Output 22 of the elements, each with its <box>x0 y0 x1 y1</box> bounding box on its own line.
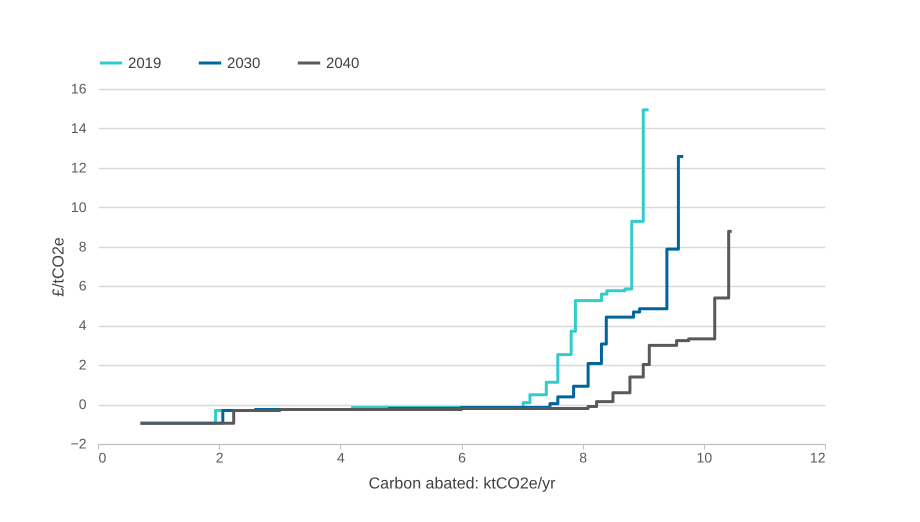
y-tick-label: 6 <box>78 278 87 294</box>
x-tick-label: 6 <box>458 450 466 466</box>
legend-label: 2019 <box>128 55 162 72</box>
legend-label: 2040 <box>326 55 360 72</box>
y-tick-label: 10 <box>70 198 87 215</box>
x-tick-label: 4 <box>336 450 345 466</box>
y-tick-label: 8 <box>78 238 87 254</box>
x-tick-label: 8 <box>579 450 588 466</box>
y-tick-label: 14 <box>70 120 87 136</box>
x-tick-label: 10 <box>696 450 712 466</box>
x-tick-label: 2 <box>216 450 224 466</box>
legend-label: 2030 <box>227 55 260 72</box>
y-tick-label: 0 <box>78 396 87 412</box>
y-tick-label: 4 <box>78 317 87 334</box>
y-tick-label: 16 <box>70 80 87 96</box>
x-axis-title: Carbon abated: ktCO2e/yr <box>368 476 556 492</box>
y-tick-label: 2 <box>78 356 87 373</box>
x-tick-label: 12 <box>810 450 826 466</box>
y-tick-label: −2 <box>70 436 87 452</box>
y-tick-label: 12 <box>70 159 87 176</box>
x-tick-label: 0 <box>98 450 106 466</box>
y-axis-title: £/tCO2e <box>50 237 68 297</box>
